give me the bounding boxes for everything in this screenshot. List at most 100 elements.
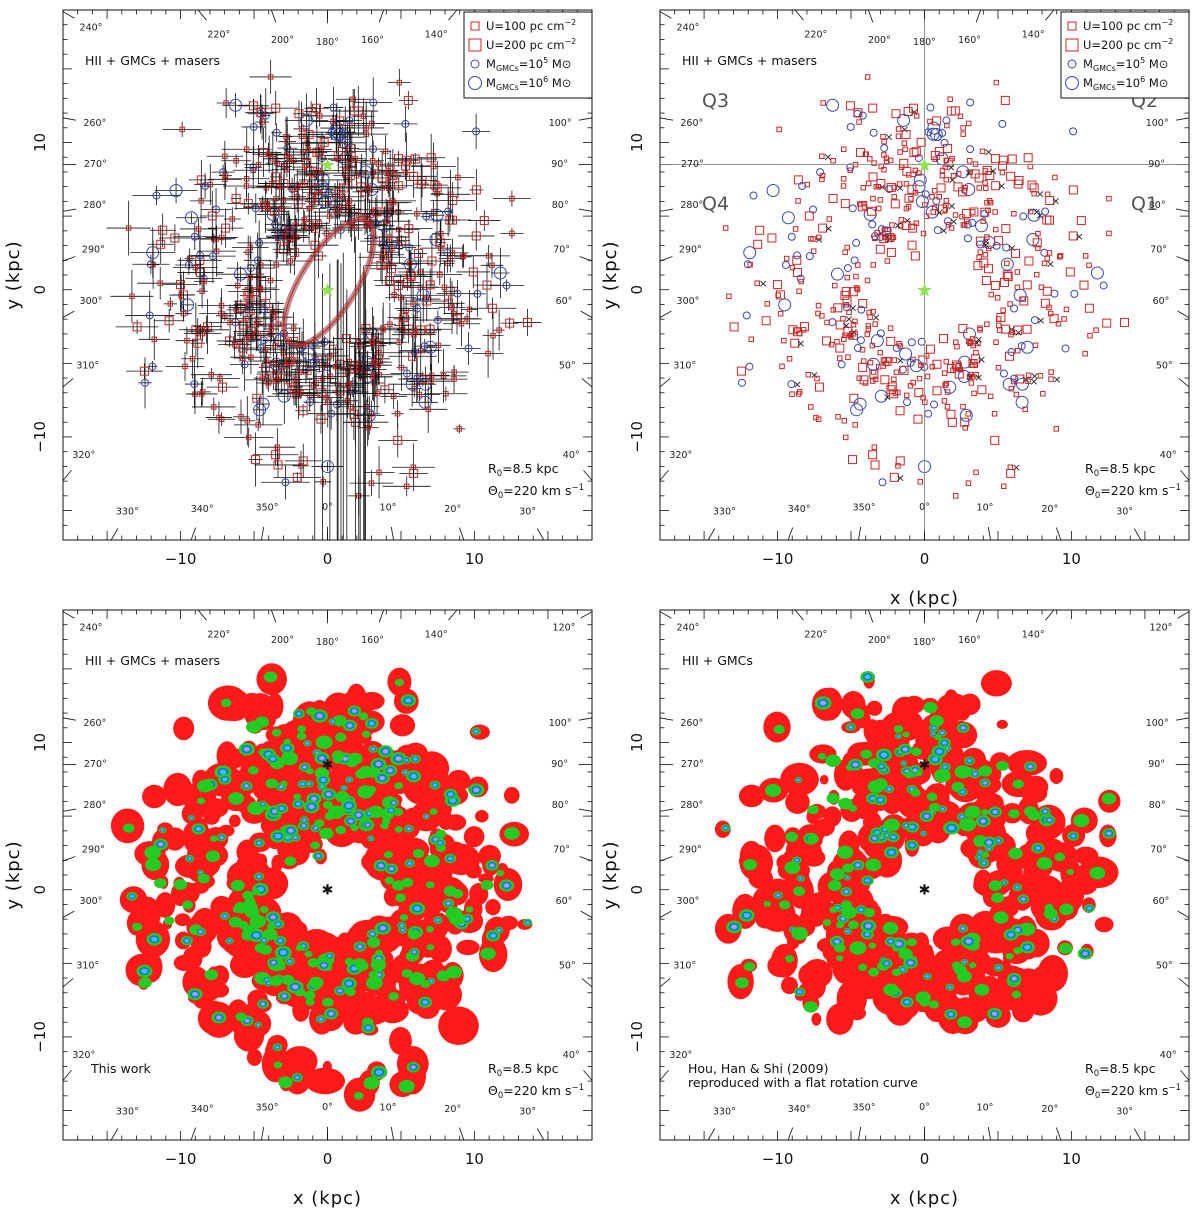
density-level-2 — [369, 806, 385, 818]
gmc-point — [277, 389, 291, 403]
longitude-tick — [867, 10, 874, 23]
density-level-2 — [163, 916, 175, 925]
hii-point — [804, 211, 814, 221]
hii-point — [259, 119, 265, 125]
hii-point — [946, 409, 956, 419]
longitude-tick — [1055, 527, 1062, 540]
hii-point — [952, 212, 959, 218]
longitude-label: 340° — [191, 1104, 214, 1115]
density-level-5 — [474, 788, 479, 792]
density-level-2 — [375, 949, 383, 956]
hii-point — [943, 358, 950, 365]
hii-point — [886, 182, 896, 192]
hii-point — [800, 322, 810, 332]
hii-point — [435, 238, 445, 248]
gmc-point — [843, 264, 852, 273]
hii-point — [270, 156, 276, 162]
hii-point — [363, 125, 369, 131]
hii-point — [982, 251, 989, 258]
gmc-point — [857, 305, 866, 314]
maser-point: × — [972, 337, 981, 350]
density-level-2 — [409, 972, 426, 986]
longitude-label: 140° — [1022, 29, 1045, 40]
hii-point — [398, 364, 405, 371]
maser-point: × — [896, 354, 905, 367]
density-level-5 — [352, 709, 357, 713]
hii-point — [871, 160, 877, 166]
gmc-point — [1030, 316, 1039, 325]
gmc-point — [940, 138, 949, 147]
gmc-point — [418, 395, 432, 409]
gmc-point — [1050, 289, 1059, 298]
y-tick-label: 10 — [31, 133, 49, 152]
hii-point — [306, 106, 316, 116]
hii-point — [965, 338, 972, 345]
hii-point — [868, 103, 878, 113]
hii-point — [916, 375, 923, 382]
hii-point — [887, 325, 894, 331]
hii-point — [262, 347, 269, 353]
density-level-4 — [295, 1075, 300, 1080]
hii-point — [783, 255, 790, 262]
gmc-point — [288, 185, 297, 194]
maser-point: × — [949, 215, 958, 228]
longitude-tick — [190, 527, 197, 540]
hii-point — [991, 181, 1001, 191]
longitude-label: 240° — [80, 22, 103, 33]
density-level-4 — [320, 785, 324, 788]
hii-point — [860, 358, 867, 364]
hii-point — [967, 169, 974, 175]
density-level-1 — [293, 968, 306, 980]
hii-point — [781, 337, 787, 344]
maser-point: × — [848, 301, 857, 314]
hii-point — [333, 209, 339, 215]
hii-point — [261, 362, 271, 372]
gmc-point — [999, 369, 1008, 378]
longitude-label: 260° — [83, 118, 106, 129]
hii-point — [944, 404, 951, 410]
hii-point — [896, 181, 903, 187]
density-level-4 — [300, 782, 305, 786]
density-level-2 — [295, 944, 304, 952]
density-level-1 — [239, 842, 251, 854]
density-level-2 — [132, 922, 143, 931]
hii-point — [886, 385, 896, 395]
hii-point — [222, 153, 228, 160]
density-level-4 — [151, 936, 158, 942]
density-level-2 — [144, 845, 162, 860]
longitude-tick — [110, 1128, 119, 1140]
hii-point — [1056, 254, 1063, 260]
hii-point — [139, 366, 149, 376]
hii-point — [856, 201, 863, 207]
hii-point — [931, 188, 938, 194]
hii-point — [471, 231, 481, 241]
longitude-tick — [794, 10, 804, 21]
density-level-4 — [307, 782, 312, 786]
hii-point — [238, 414, 244, 420]
hii-point — [380, 327, 386, 333]
hii-point — [941, 398, 948, 404]
density-level-1 — [431, 812, 447, 825]
gmc-point — [405, 243, 414, 252]
hii-point — [952, 362, 962, 372]
density-level-2 — [266, 922, 276, 930]
density-level-2 — [480, 879, 494, 891]
hii-point — [1013, 391, 1020, 398]
hii-point — [867, 359, 874, 366]
density-level-2 — [436, 970, 451, 982]
density-level-1 — [794, 779, 812, 795]
hii-point — [910, 379, 916, 386]
longitude-tick — [1175, 808, 1189, 812]
density-level-4 — [490, 933, 496, 938]
longitude-label: 0° — [322, 1102, 333, 1113]
longitude-tick — [660, 611, 672, 619]
density-level-1 — [190, 934, 212, 958]
hii-point — [1046, 304, 1052, 311]
density-level-2 — [426, 944, 435, 951]
hii-point — [939, 167, 946, 174]
hii-point — [371, 380, 378, 386]
hii-point — [842, 249, 848, 256]
longitude-tick — [1045, 610, 1055, 621]
gmc-point — [749, 191, 758, 200]
longitude-tick — [197, 610, 207, 621]
